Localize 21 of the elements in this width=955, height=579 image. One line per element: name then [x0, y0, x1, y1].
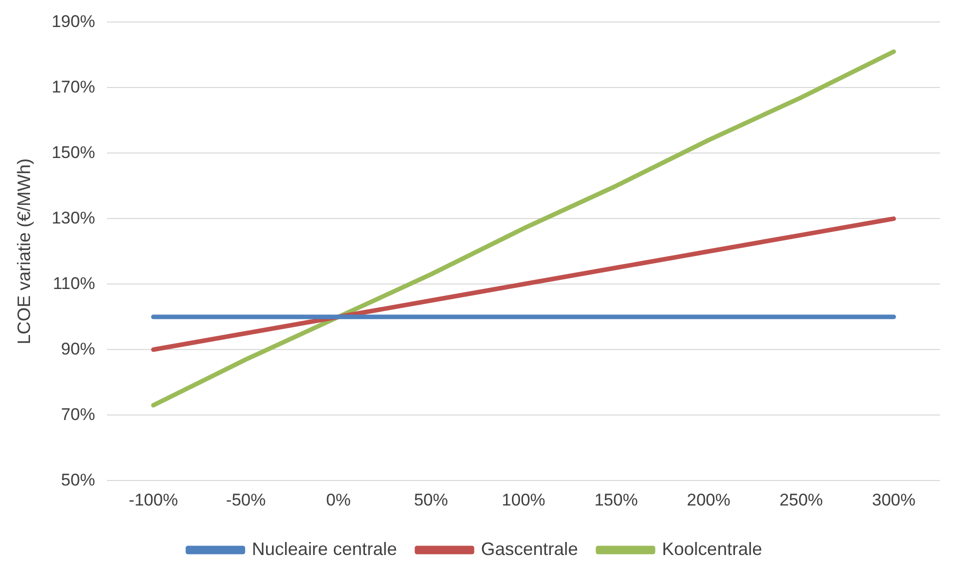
x-tick-label: 150%: [594, 490, 638, 510]
y-tick-label: 110%: [52, 274, 96, 293]
x-tick-label: 200%: [686, 490, 730, 510]
y-tick-label: 190%: [52, 12, 96, 31]
x-tick-label: 300%: [872, 490, 916, 510]
legend-label: Nucleaire centrale: [252, 538, 397, 559]
x-tick-label: -50%: [226, 490, 266, 510]
x-tick-label: -100%: [128, 490, 178, 510]
y-tick-label: 90%: [61, 339, 96, 358]
legend-label: Gascentrale: [480, 538, 578, 559]
y-axis-title: LCOE variatie (€/MWh): [14, 158, 34, 344]
x-tick-label: 250%: [779, 490, 823, 510]
x-tick-label: 50%: [414, 490, 448, 510]
x-tick-label: 0%: [326, 490, 351, 510]
y-tick-label: 170%: [52, 77, 96, 96]
y-tick-label: 50%: [61, 470, 96, 490]
x-tick-label: 100%: [502, 490, 546, 510]
y-tick-label: 130%: [52, 208, 96, 228]
y-tick-label: 70%: [61, 404, 96, 424]
y-tick-label: 150%: [52, 142, 96, 162]
legend-label: Koolcentrale: [662, 538, 762, 559]
